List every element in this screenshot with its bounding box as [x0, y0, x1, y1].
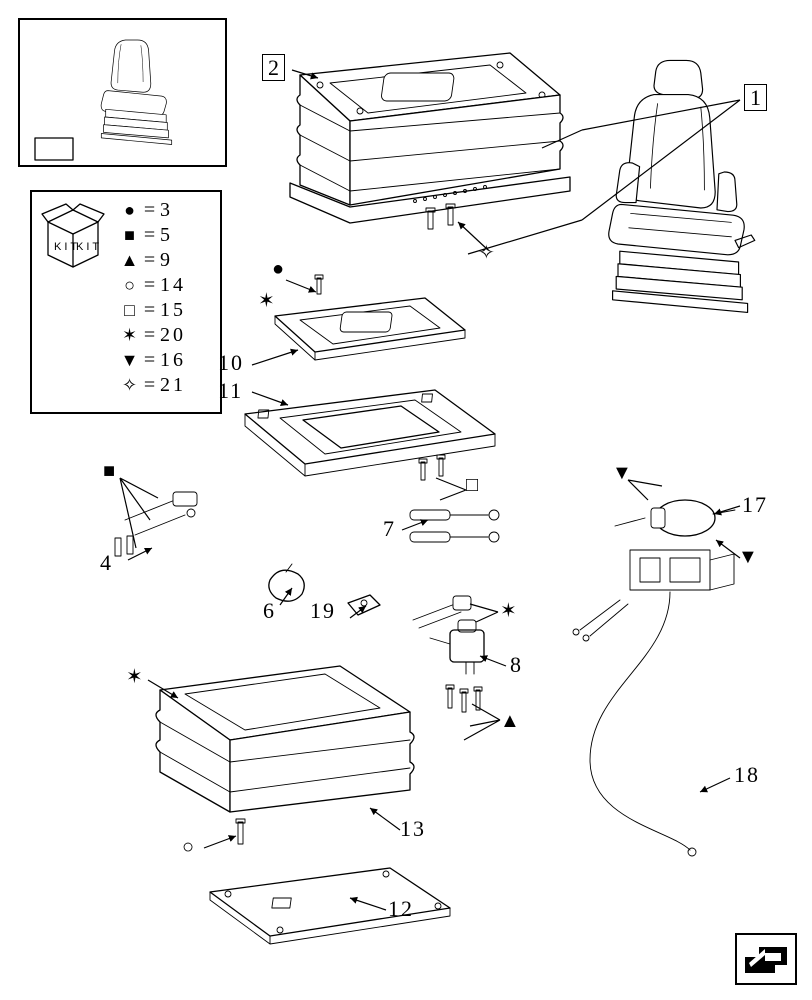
- marker-ocircle-icon: ○: [182, 836, 196, 859]
- expand-icon[interactable]: [735, 933, 797, 985]
- callout-19: 19: [310, 598, 336, 624]
- callout-6: 6: [263, 598, 276, 624]
- marker-star3-icon: ✶: [126, 664, 145, 689]
- callout-8: 8: [510, 652, 523, 678]
- callout-1: 1: [744, 85, 767, 111]
- marker-ostar-icon: ✧: [478, 240, 497, 265]
- callout-10: 10: [218, 350, 244, 376]
- callout-7: 7: [383, 516, 396, 542]
- callout-11: 11: [218, 378, 243, 404]
- marker-star-icon: ✶: [258, 288, 277, 313]
- marker-triangle-icon: ▲: [500, 710, 522, 733]
- marker-square-icon: ■: [103, 460, 117, 483]
- marker-star2-icon: ✶: [500, 598, 519, 623]
- marker-circle-icon: ●: [272, 258, 286, 281]
- marker-dtriangle1-icon: ▼: [612, 462, 634, 485]
- callout-2: 2: [262, 55, 285, 81]
- callout-17: 17: [742, 492, 768, 518]
- callout-18: 18: [734, 762, 760, 788]
- callout-12: 12: [388, 896, 414, 922]
- marker-dtriangle2-icon: ▼: [738, 546, 760, 569]
- marker-osquare-icon: □: [466, 474, 480, 497]
- callout-13: 13: [400, 816, 426, 842]
- callout-4: 4: [100, 550, 113, 576]
- diagram-canvas: KIT KIT ●=3 ■=5 ▲=9 ○=14 □=15 ✶=20 ▼=16 …: [0, 0, 812, 1000]
- leader-lines: [0, 0, 812, 1000]
